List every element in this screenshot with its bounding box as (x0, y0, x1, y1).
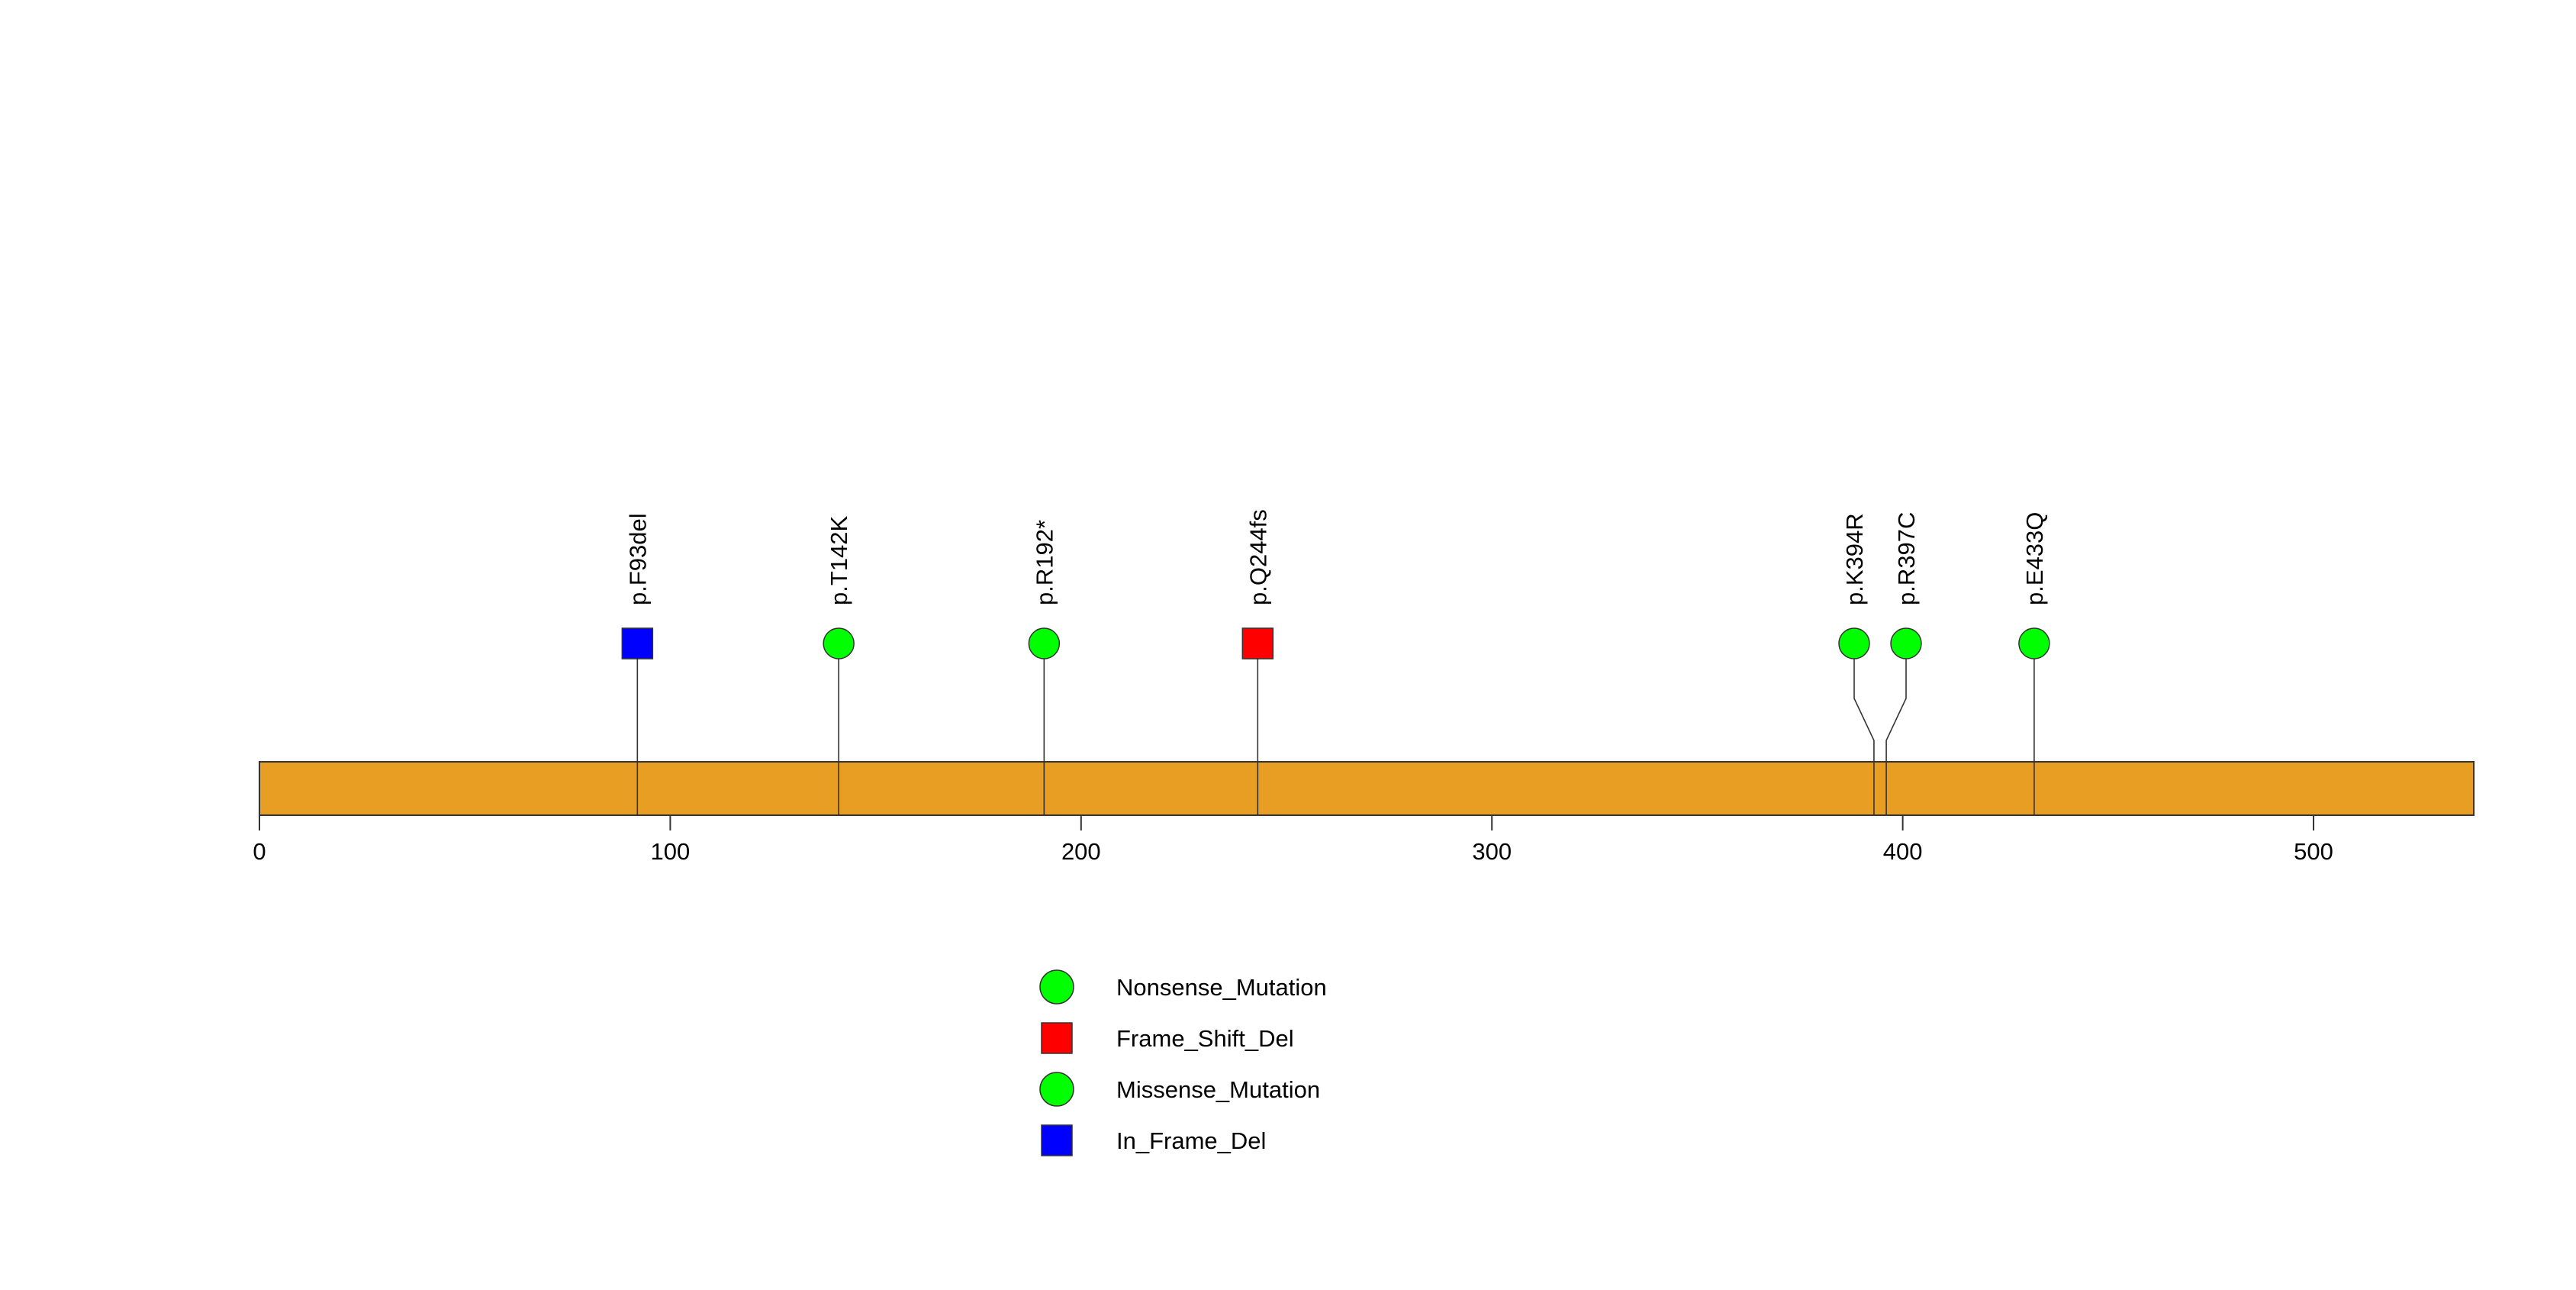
mutation-stem (1853, 643, 1875, 815)
mutation-circle-marker (1838, 627, 1870, 660)
protein-domain-bar (259, 761, 2475, 816)
legend-item: Frame_Shift_Del (1041, 1022, 1294, 1054)
mutation-circle-marker (1890, 627, 1922, 660)
x-tick-label: 0 (253, 838, 266, 865)
legend-item: Missense_Mutation (1039, 1072, 1320, 1107)
mutation-label: p.Q244fs (1245, 509, 1271, 605)
legend-item: In_Frame_Del (1041, 1124, 1266, 1156)
mutation-circle-marker (823, 627, 855, 660)
legend-item: Nonsense_Mutation (1039, 969, 1327, 1005)
mutation-lollipop: p.R192* (1028, 520, 1061, 815)
mutation-lollipop: p.Q244fs (1241, 509, 1274, 815)
mutation-label: p.R397C (1893, 512, 1920, 605)
x-axis: 0 100 200 300 400 500 (253, 814, 2333, 865)
mutation-lollipop: p.T142K (823, 515, 855, 815)
legend-circle-marker (1039, 1072, 1074, 1107)
mutation-label: p.E433Q (2021, 512, 2048, 605)
x-tick-label: 400 (1883, 838, 1923, 865)
legend-label: Frame_Shift_Del (1116, 1025, 1294, 1052)
legend-square-marker (1041, 1022, 1073, 1054)
x-tick-label: 500 (2294, 838, 2333, 865)
mutation-label: p.T142K (826, 515, 852, 605)
legend-label: Missense_Mutation (1116, 1076, 1320, 1103)
mutation-label: p.K394R (1841, 513, 1868, 605)
mutation-label: p.R192* (1031, 520, 1058, 605)
x-tick-label: 100 (651, 838, 691, 865)
mutation-circle-marker (2018, 627, 2050, 660)
x-tick-label: 300 (1472, 838, 1512, 865)
legend-label: In_Frame_Del (1116, 1127, 1266, 1154)
mutation-square-marker (1241, 627, 1274, 660)
legend-circle-marker (1039, 969, 1074, 1005)
mutation-lollipops: p.F93del p.T142K p.R192* p.Q244fs p.K394R p.R… (621, 509, 2050, 815)
mutation-lollipop: p.K394R (1838, 513, 1875, 815)
mutation-label: p.F93del (624, 513, 651, 605)
mutation-lollipop: p.E433Q (2018, 512, 2050, 815)
mutation-square-marker (621, 627, 654, 660)
mutation-stem (1885, 643, 1907, 815)
mutation-circle-marker (1028, 627, 1061, 660)
legend-square-marker (1041, 1124, 1073, 1156)
legend: Nonsense_Mutation Frame_Shift_Del Missense… (1039, 969, 1327, 1156)
legend-label: Nonsense_Mutation (1116, 974, 1327, 1001)
mutation-lollipop: p.R397C (1885, 512, 1922, 815)
mutation-lollipop: p.F93del (621, 513, 654, 815)
x-tick-label: 200 (1061, 838, 1101, 865)
